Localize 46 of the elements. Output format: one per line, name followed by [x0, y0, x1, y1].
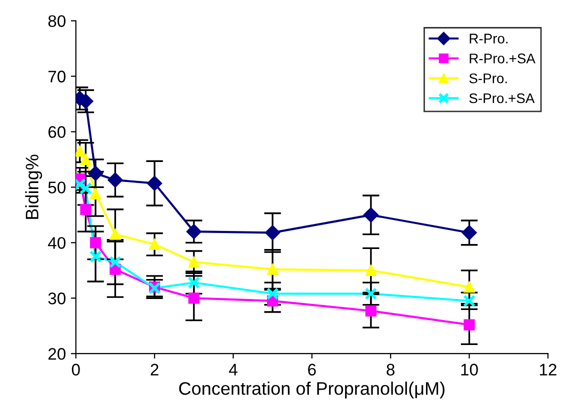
point — [464, 281, 475, 293]
point — [462, 225, 477, 240]
point — [266, 287, 279, 300]
x-tick-label: 0 — [72, 364, 80, 376]
y-tick-label: 20 — [48, 348, 66, 360]
y-tick-label: 40 — [48, 237, 66, 249]
y-tick-label: 30 — [48, 292, 66, 304]
x-tick-label: 12 — [540, 364, 556, 376]
point — [365, 305, 376, 316]
x-axis-title: Concentration of Propranolol(μM) — [179, 382, 444, 398]
point — [79, 182, 92, 195]
point — [110, 228, 121, 240]
y-tick-label: 70 — [48, 70, 66, 82]
point — [265, 225, 280, 240]
x-tick-label: 2 — [150, 364, 158, 376]
y-tick-label: 50 — [48, 182, 66, 194]
point — [108, 256, 122, 268]
x-tick-label: 6 — [308, 364, 316, 376]
point — [90, 188, 102, 200]
point — [188, 256, 200, 268]
legend-label: R-Pro.+SA — [470, 54, 536, 64]
y-axis-title: Biding% — [25, 154, 42, 219]
point — [76, 146, 86, 157]
legend-label: R-Pro. — [470, 34, 508, 44]
legend-label: S-Pro. — [469, 73, 507, 84]
point — [80, 204, 92, 215]
point — [108, 172, 123, 188]
point — [188, 276, 200, 289]
point — [363, 207, 378, 223]
point — [186, 224, 202, 240]
y-tick-label: 60 — [48, 126, 66, 138]
point — [188, 292, 200, 304]
point — [463, 294, 476, 308]
point — [80, 154, 92, 166]
y-tick-label: 80 — [48, 15, 66, 28]
point — [464, 319, 475, 330]
x-tick-label: 4 — [228, 364, 238, 376]
point — [148, 238, 160, 250]
point — [90, 237, 102, 248]
point — [267, 264, 278, 275]
point — [364, 287, 378, 300]
point — [146, 176, 162, 191]
legend-label: S-Pro.+SA — [469, 93, 535, 104]
x-tick-label: 8 — [386, 364, 394, 376]
point — [365, 264, 376, 276]
x-tick-label: 10 — [461, 364, 478, 376]
